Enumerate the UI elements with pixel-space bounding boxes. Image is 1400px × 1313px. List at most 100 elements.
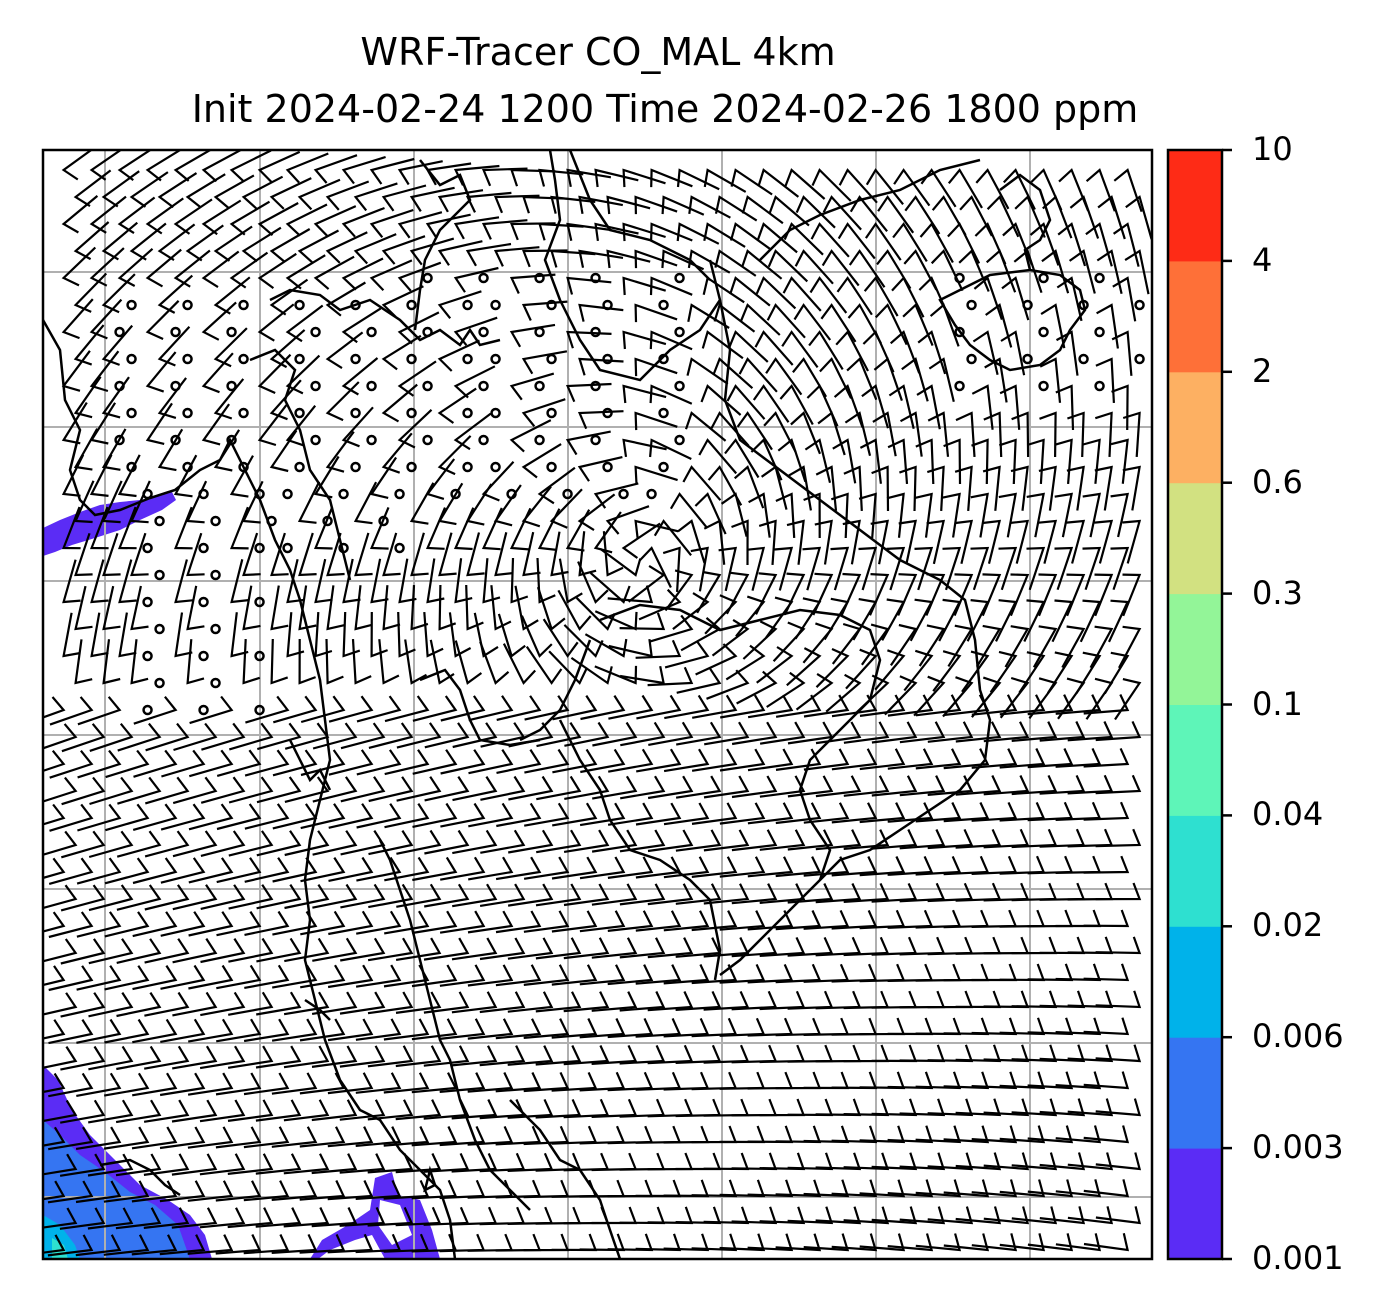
wind-barb (687, 303, 730, 329)
wind-barb (648, 721, 694, 746)
wind-barb (229, 506, 249, 550)
wind-barb (284, 937, 330, 963)
wind-barb (356, 803, 402, 829)
calm-wind-circle (1094, 272, 1105, 284)
wind-barb (404, 639, 428, 685)
wind-barb (465, 584, 484, 631)
wind-barb (88, 1045, 134, 1071)
wind-barb (557, 589, 592, 631)
wind-barb (691, 1233, 738, 1252)
wind-barb (1055, 1233, 1102, 1252)
wind-barb (607, 964, 654, 986)
wind-barb (1027, 1233, 1074, 1252)
wind-barb (809, 276, 848, 314)
wind-barb (775, 1233, 822, 1252)
wind-barb (1027, 909, 1074, 928)
wind-barb (61, 723, 106, 753)
wind-barb (551, 1233, 598, 1252)
colorbar-segment (1168, 704, 1222, 816)
wind-barb (887, 694, 934, 717)
wind-barb (245, 695, 290, 724)
calm-wind-circle (182, 353, 193, 365)
wind-barb (1011, 1152, 1058, 1171)
wind-barb (741, 249, 783, 280)
wind-barb (131, 1234, 178, 1256)
wind-barb (803, 1233, 850, 1252)
wind-barb (1083, 1071, 1130, 1090)
wind-barb (384, 910, 430, 935)
wind-barb (509, 273, 556, 294)
wind-barb (536, 586, 566, 631)
map-gridlines (43, 150, 1152, 1259)
calm-wind-circle (602, 461, 613, 473)
wind-barb (397, 409, 433, 449)
wind-barb (535, 1045, 582, 1066)
calm-wind-circle (1022, 353, 1033, 365)
calm-wind-circle (126, 461, 137, 473)
wind-barb (915, 1125, 962, 1144)
wind-barb (710, 411, 750, 447)
wind-barb (663, 856, 710, 879)
wind-barb (982, 519, 1002, 564)
wind-barb (117, 247, 154, 287)
wind-barb (563, 1206, 610, 1225)
wind-barb (271, 1126, 318, 1148)
wind-barb (328, 856, 374, 882)
wind-barb (381, 285, 424, 318)
wind-barb (859, 909, 906, 930)
wind-barb (213, 327, 248, 368)
wind-barb (607, 1179, 654, 1198)
wind-barb (145, 197, 184, 235)
wind-barb (395, 937, 442, 961)
wind-barb (395, 1206, 442, 1227)
wind-barb (815, 1098, 862, 1117)
wind-barb (815, 1044, 862, 1063)
calm-wind-circle (602, 353, 613, 365)
wind-barb (412, 749, 458, 775)
wind-barb (635, 910, 682, 932)
wind-barb (269, 228, 311, 263)
wind-barb (381, 184, 427, 212)
calm-wind-circle (406, 461, 417, 473)
wind-barb (931, 195, 967, 236)
wind-barb (397, 261, 442, 292)
wind-barb (62, 506, 81, 550)
wind-barb (1110, 438, 1129, 484)
wind-barb (524, 695, 570, 721)
wind-barb (1027, 1179, 1074, 1198)
wind-barb (48, 911, 94, 939)
wind-barb (740, 303, 781, 336)
calm-wind-circle (226, 380, 237, 392)
wind-barb (787, 883, 834, 904)
wind-barb (871, 1044, 918, 1063)
wind-barb (495, 1233, 542, 1252)
wind-barb (1067, 1152, 1114, 1171)
calm-wind-circle (294, 353, 305, 365)
wind-barb (411, 1179, 458, 1200)
wind-barb (285, 254, 326, 290)
calm-wind-circle (322, 515, 333, 527)
calm-wind-circle (462, 353, 473, 365)
wind-barb (684, 411, 727, 442)
wind-barb (1018, 651, 1046, 694)
wind-barb (143, 1207, 190, 1229)
wind-barb (328, 910, 374, 936)
wind-barb (649, 438, 692, 460)
wind-barb (132, 803, 178, 831)
wind-barb (409, 237, 455, 266)
wind-barb (412, 695, 458, 722)
wind-barb (942, 546, 962, 591)
wind-barb (173, 198, 213, 235)
wind-barb (116, 884, 162, 911)
wind-barb (647, 1098, 694, 1118)
wind-barb (915, 438, 935, 485)
wind-barb (185, 480, 208, 524)
wind-barb (830, 546, 850, 591)
calm-wind-circle (462, 461, 473, 473)
wind-barb (144, 991, 190, 1017)
wind-barb (635, 1233, 682, 1252)
wind-barb (244, 803, 290, 830)
wind-barb (795, 195, 836, 229)
wind-barb (731, 829, 778, 852)
